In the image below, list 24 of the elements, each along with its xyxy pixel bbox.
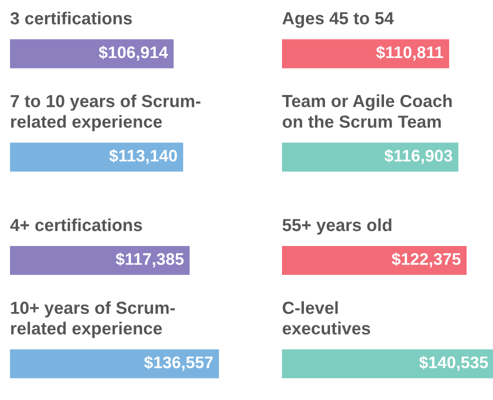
data-label: $117,385 bbox=[116, 252, 184, 268]
bar bbox=[282, 39, 450, 68]
bar bbox=[10, 39, 174, 68]
category-label: 7 to 10 years of Scrum- related experience bbox=[10, 94, 200, 132]
bar bbox=[10, 142, 184, 172]
category-label: 10+ years of Scrum- related experience bbox=[11, 301, 175, 338]
data-label: $140,535 bbox=[419, 356, 488, 371]
bar bbox=[282, 246, 467, 275]
data-label: $122,375 bbox=[392, 252, 461, 268]
category-label: C-level executives bbox=[282, 301, 370, 335]
category-label: 3 certifications bbox=[10, 12, 132, 24]
category-label: Team or Agile Coach on the Scrum Team bbox=[282, 94, 452, 128]
bar bbox=[10, 246, 190, 275]
category-label: Ages 45 to 54 bbox=[282, 12, 394, 28]
category-label: 55+ years old bbox=[282, 218, 392, 235]
data-label: $110,811 bbox=[376, 46, 444, 61]
data-label: $116,903 bbox=[384, 149, 452, 164]
bar bbox=[282, 142, 458, 172]
bar bbox=[282, 349, 493, 378]
data-label: $136,557 bbox=[144, 356, 213, 371]
data-label: $106,914 bbox=[98, 46, 168, 61]
category-label: 4+ certifications bbox=[10, 218, 142, 232]
data-label: $113,140 bbox=[109, 149, 177, 164]
bar bbox=[10, 349, 219, 378]
